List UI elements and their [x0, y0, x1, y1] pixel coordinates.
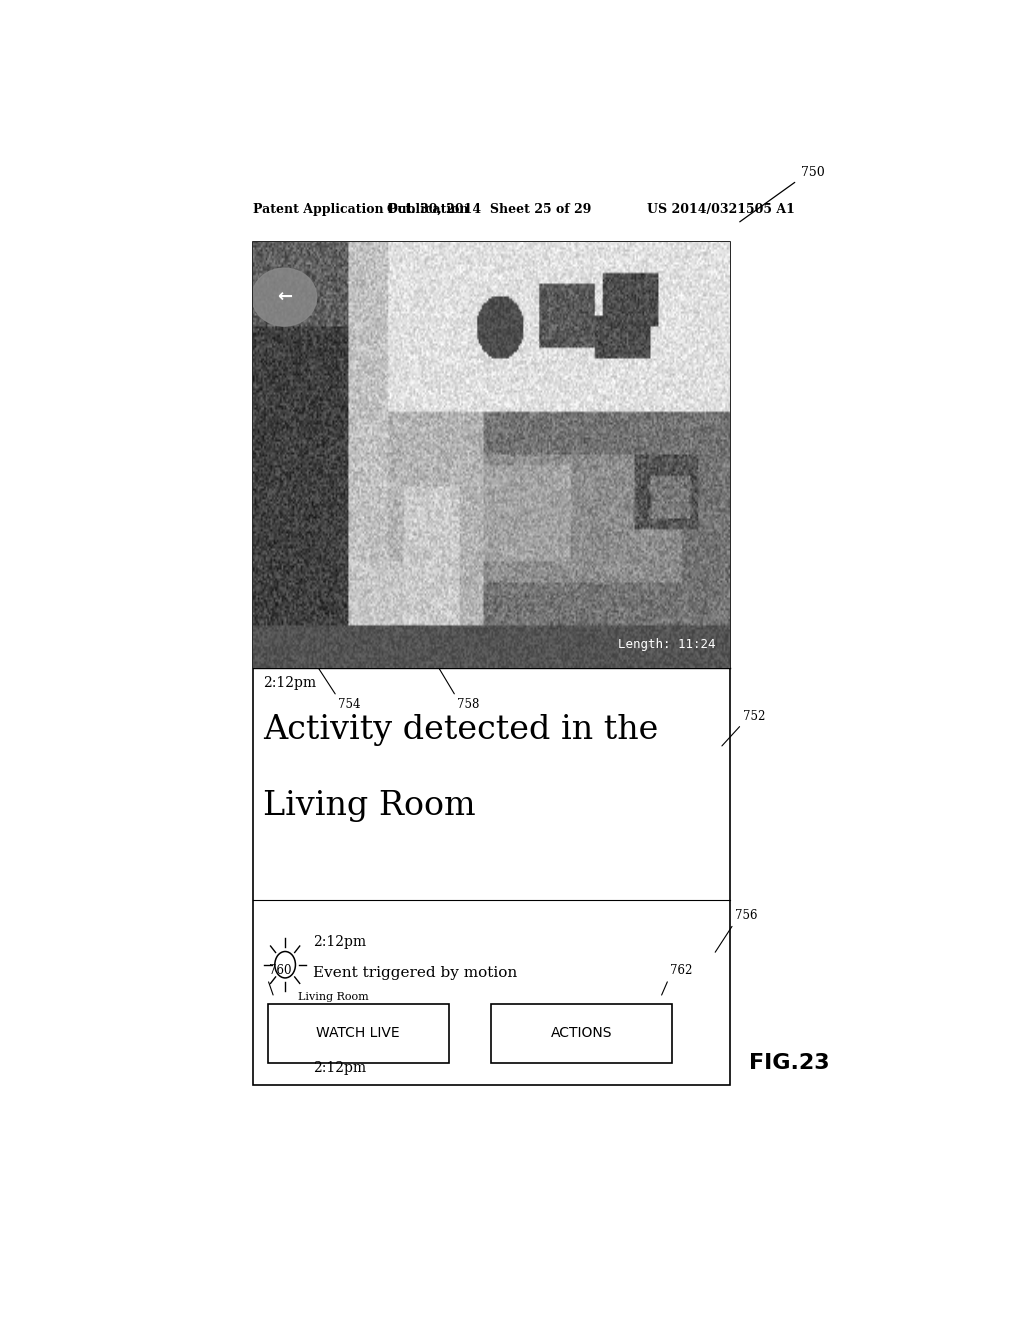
- Text: 752: 752: [743, 710, 765, 722]
- Text: WATCH LIVE: WATCH LIVE: [316, 1027, 400, 1040]
- Text: 750: 750: [801, 166, 824, 178]
- Text: 754: 754: [338, 698, 360, 711]
- Text: 760: 760: [269, 965, 292, 977]
- Text: 2:12pm: 2:12pm: [313, 936, 366, 949]
- Bar: [253, 242, 729, 1085]
- Text: Living Room: Living Room: [263, 791, 475, 822]
- Text: ACTIONS: ACTIONS: [551, 1027, 612, 1040]
- Text: Patent Application Publication: Patent Application Publication: [253, 203, 469, 215]
- Text: Oct. 30, 2014  Sheet 25 of 29: Oct. 30, 2014 Sheet 25 of 29: [387, 203, 591, 215]
- Text: FIG.23: FIG.23: [749, 1053, 829, 1073]
- Text: 758: 758: [458, 698, 479, 711]
- Bar: [492, 1003, 673, 1063]
- Text: US 2014/0321505 A1: US 2014/0321505 A1: [647, 203, 795, 215]
- Text: Living Room: Living Room: [298, 991, 369, 1002]
- Text: 756: 756: [735, 909, 758, 923]
- Text: 2:12pm: 2:12pm: [263, 676, 316, 690]
- Text: 762: 762: [670, 965, 692, 977]
- Bar: [267, 1003, 449, 1063]
- Text: 2:12pm: 2:12pm: [313, 1061, 366, 1076]
- Text: Event triggered by motion: Event triggered by motion: [313, 966, 517, 979]
- Text: Activity detected in the: Activity detected in the: [263, 714, 658, 746]
